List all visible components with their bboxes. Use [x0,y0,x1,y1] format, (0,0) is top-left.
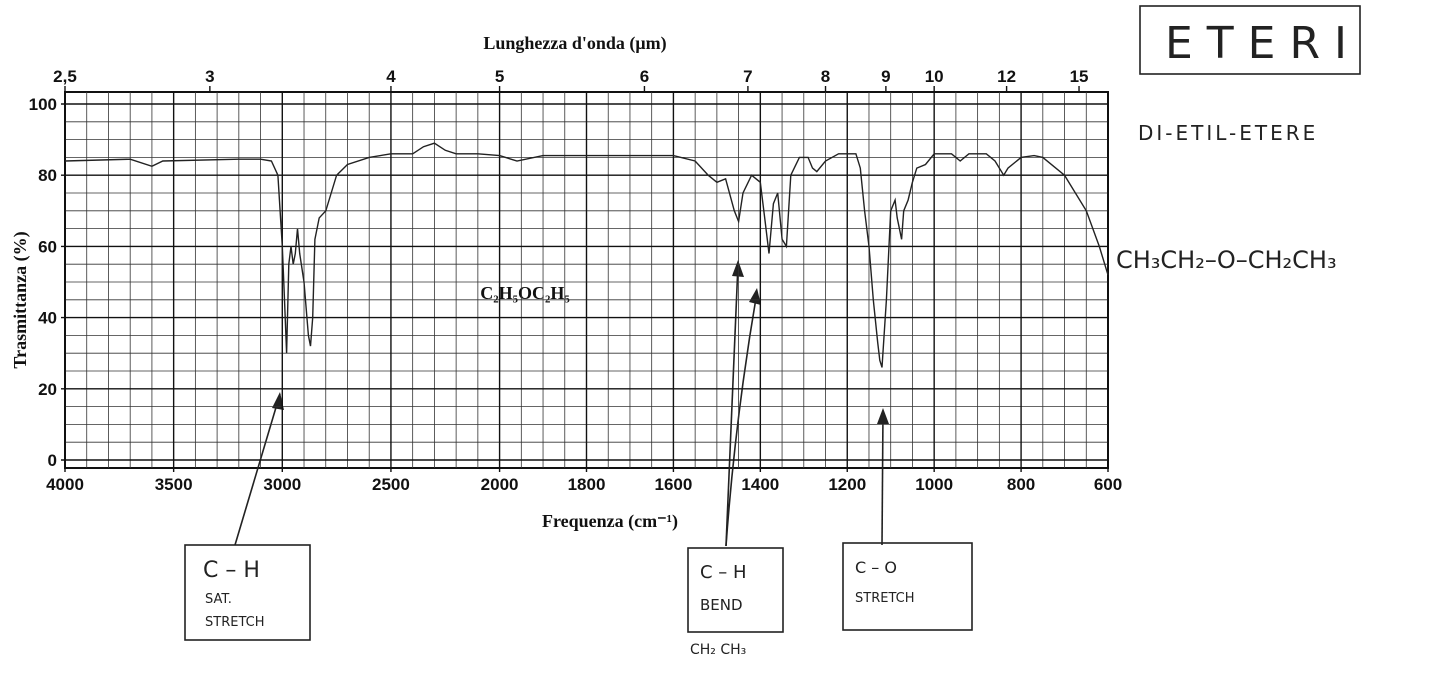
y-tick-label: 0 [48,451,57,470]
spectrum-line [64,142,1109,368]
top-tick-label: 15 [1070,67,1089,86]
top-tick-label: 9 [881,67,890,86]
annotation: C – H [700,562,747,583]
annotation-shapes [184,5,1361,641]
arrow [881,411,884,546]
x-tick-label: 1200 [828,475,866,494]
y-tick-label: 40 [38,309,57,328]
top-tick-label: 4 [386,67,396,86]
note-box [842,542,973,631]
annotation: ETERI [1165,18,1361,69]
y-tick-label: 60 [38,237,57,256]
top-axis-title: Lunghezza d'onda (μm) [483,33,666,54]
top-tick-label: 6 [640,67,649,86]
y-tick-label: 100 [29,95,57,114]
x-tick-label: 3500 [155,475,193,494]
note-box [687,547,784,633]
annotation: C – O [855,558,897,577]
x-tick-label: 3000 [263,475,301,494]
arrow-heads [272,260,889,424]
annotation: STRETCH [855,591,914,606]
label-backdrop [455,278,595,306]
top-tick-label: 7 [743,67,752,86]
y-tick-label: 80 [38,166,57,185]
x-tick-label: 2000 [481,475,519,494]
arrow-head [272,392,284,410]
top-tick-label: 10 [925,67,944,86]
title-box [1139,5,1361,75]
arrow-head [877,408,889,424]
x-tick-label: 1600 [655,475,693,494]
annotation: STRETCH [205,615,264,630]
annotation: SAT. [205,592,232,607]
x-tick-label: 1000 [915,475,953,494]
compound-label: C₂H₅OC₂H₅ [480,283,570,303]
arrow [725,263,739,547]
top-tick-label: 12 [997,67,1016,86]
arrow-head [732,260,744,277]
note-box [184,544,311,641]
x-tick-label: 1800 [568,475,606,494]
annotation: C – H [203,558,260,583]
y-tick-label: 20 [38,380,57,399]
annotation: CH₂ CH₃ [690,642,746,658]
top-tick-label: 2,5 [53,67,77,86]
annotation: BEND [700,596,743,614]
arrow-head [749,288,761,305]
top-tick-label: 5 [495,67,504,86]
annotation: DI-ETIL-ETERE [1138,121,1318,145]
top-tick-label: 8 [821,67,830,86]
top-tick-label: 3 [205,67,214,86]
annotation: CH₃CH₂–O–CH₂CH₃ [1116,246,1337,274]
x-axis-title: Frequenza (cm⁻¹) [542,511,678,532]
arrow [234,393,281,546]
x-tick-label: 2500 [372,475,410,494]
x-tick-label: 600 [1094,475,1122,494]
x-tick-label: 800 [1007,475,1035,494]
y-axis-title: Trasmittanza (%) [10,231,31,368]
x-tick-label: 4000 [46,475,84,494]
x-tick-label: 1400 [741,475,779,494]
